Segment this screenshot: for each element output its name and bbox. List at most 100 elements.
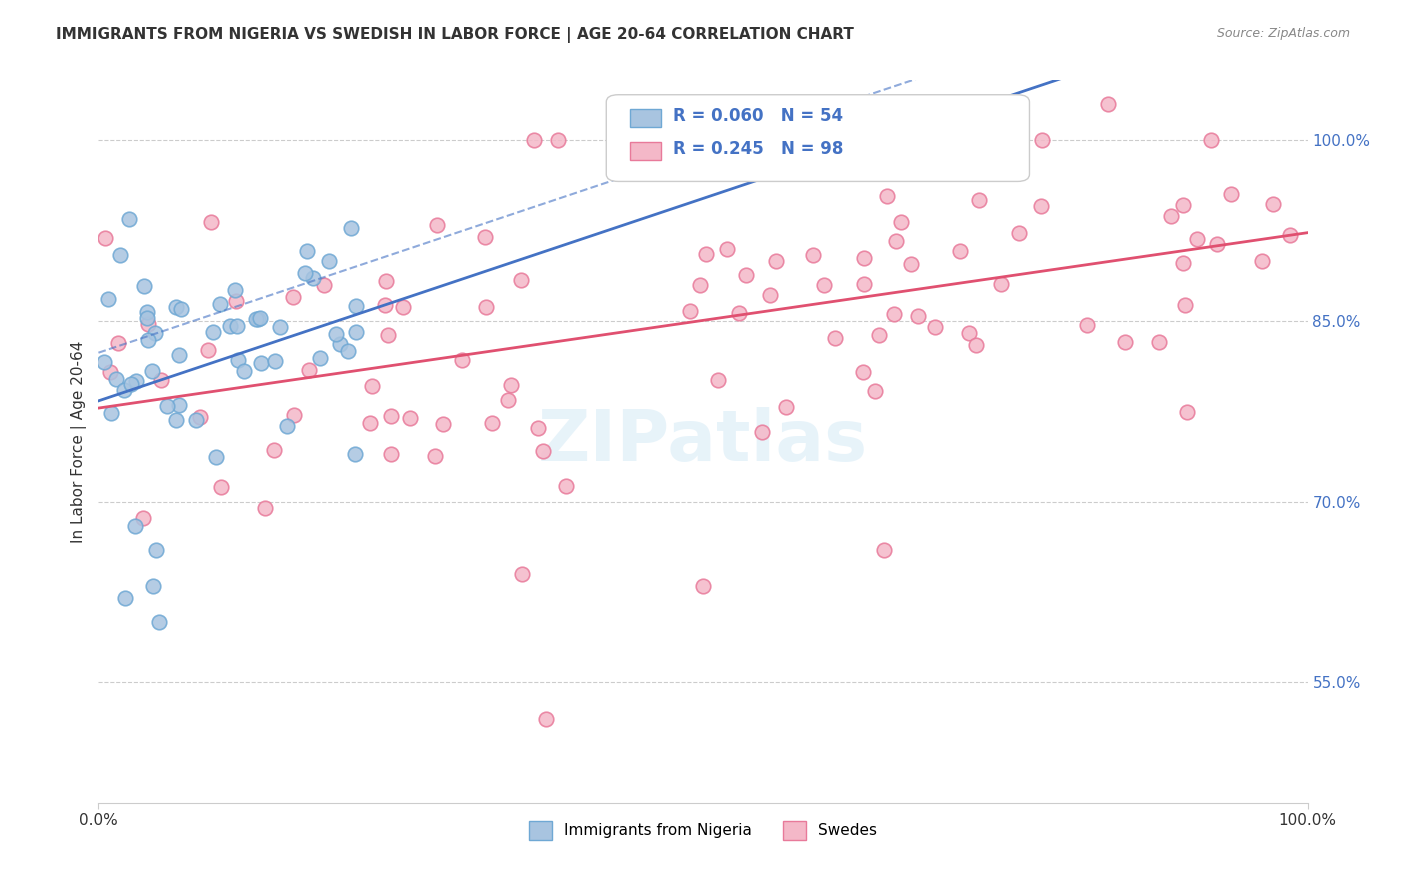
Swedes bbox=[499, 377, 522, 392]
Immigrants from Nigeria bbox=[329, 336, 352, 351]
Immigrants from Nigeria bbox=[344, 446, 367, 460]
Swedes bbox=[498, 392, 520, 407]
Immigrants from Nigeria bbox=[294, 266, 316, 280]
Swedes bbox=[1114, 335, 1136, 350]
Immigrants from Nigeria bbox=[124, 519, 146, 533]
Swedes bbox=[312, 278, 335, 293]
Immigrants from Nigeria bbox=[135, 305, 157, 319]
Swedes bbox=[695, 246, 717, 260]
Swedes bbox=[136, 317, 159, 331]
Swedes bbox=[824, 330, 846, 344]
Immigrants from Nigeria bbox=[308, 351, 330, 365]
Swedes bbox=[527, 421, 550, 435]
Swedes bbox=[1031, 199, 1053, 213]
Immigrants from Nigeria bbox=[169, 348, 191, 362]
Swedes bbox=[283, 409, 305, 423]
Swedes bbox=[475, 300, 498, 314]
Immigrants from Nigeria bbox=[120, 377, 142, 392]
Swedes bbox=[689, 277, 711, 292]
Swedes bbox=[1097, 97, 1119, 112]
Swedes bbox=[1174, 298, 1197, 312]
Swedes bbox=[281, 291, 304, 305]
Immigrants from Nigeria bbox=[136, 333, 159, 347]
Swedes bbox=[98, 365, 121, 379]
Swedes bbox=[775, 401, 797, 415]
Swedes bbox=[948, 244, 970, 258]
Swedes bbox=[967, 193, 990, 207]
Swedes bbox=[1199, 133, 1222, 147]
Swedes bbox=[425, 449, 447, 463]
Swedes bbox=[132, 510, 155, 524]
Immigrants from Nigeria bbox=[104, 371, 127, 385]
Swedes bbox=[377, 327, 399, 342]
Immigrants from Nigeria bbox=[219, 319, 242, 334]
Immigrants from Nigeria bbox=[100, 406, 122, 420]
Immigrants from Nigeria bbox=[136, 310, 159, 325]
Swedes bbox=[1175, 405, 1198, 419]
Swedes bbox=[509, 273, 531, 287]
Immigrants from Nigeria bbox=[132, 278, 155, 293]
Swedes bbox=[679, 304, 702, 318]
Swedes bbox=[852, 365, 875, 379]
Immigrants from Nigeria bbox=[169, 398, 191, 412]
Immigrants from Nigeria bbox=[344, 299, 367, 313]
Immigrants from Nigeria bbox=[170, 302, 193, 317]
Swedes bbox=[149, 373, 172, 387]
Swedes bbox=[432, 417, 454, 431]
Swedes bbox=[886, 234, 908, 248]
Swedes bbox=[399, 411, 422, 425]
Bar bbox=[630, 109, 661, 128]
Swedes bbox=[890, 215, 912, 229]
Swedes bbox=[1220, 186, 1243, 201]
Swedes bbox=[263, 443, 285, 458]
Swedes bbox=[1173, 197, 1195, 211]
Swedes bbox=[1160, 210, 1182, 224]
Immigrants from Nigeria bbox=[142, 579, 165, 593]
Immigrants from Nigeria bbox=[114, 591, 136, 606]
Swedes bbox=[510, 567, 533, 582]
Swedes bbox=[900, 257, 922, 271]
Swedes bbox=[801, 248, 824, 262]
Swedes bbox=[359, 416, 381, 430]
Swedes bbox=[209, 480, 232, 494]
Immigrants from Nigeria bbox=[346, 325, 368, 339]
Swedes bbox=[555, 479, 578, 493]
Swedes bbox=[1008, 226, 1031, 240]
Swedes bbox=[852, 277, 875, 291]
Immigrants from Nigeria bbox=[276, 418, 298, 433]
Text: ZIPatlas: ZIPatlas bbox=[538, 407, 868, 476]
Swedes bbox=[821, 158, 844, 172]
Immigrants from Nigeria bbox=[225, 318, 247, 333]
Swedes bbox=[298, 362, 321, 376]
Swedes bbox=[863, 384, 886, 398]
Swedes bbox=[426, 218, 449, 232]
Swedes bbox=[1185, 232, 1208, 246]
Swedes bbox=[225, 293, 247, 308]
Immigrants from Nigeria bbox=[108, 248, 131, 262]
Bar bbox=[630, 142, 661, 160]
Immigrants from Nigeria bbox=[156, 400, 179, 414]
Swedes bbox=[924, 319, 946, 334]
Swedes bbox=[716, 242, 738, 256]
Immigrants from Nigeria bbox=[143, 326, 166, 340]
Immigrants from Nigeria bbox=[249, 310, 271, 325]
Swedes bbox=[1173, 256, 1195, 270]
Swedes bbox=[957, 326, 980, 341]
Text: R = 0.245   N = 98: R = 0.245 N = 98 bbox=[672, 140, 844, 158]
Swedes bbox=[1149, 334, 1171, 349]
Swedes bbox=[727, 305, 749, 319]
Swedes bbox=[253, 501, 276, 516]
Immigrants from Nigeria bbox=[165, 301, 187, 315]
Immigrants from Nigeria bbox=[97, 292, 120, 306]
Swedes bbox=[735, 268, 758, 282]
Swedes bbox=[374, 274, 396, 288]
Immigrants from Nigeria bbox=[302, 271, 325, 285]
Swedes bbox=[1279, 227, 1302, 242]
FancyBboxPatch shape bbox=[606, 95, 1029, 181]
Immigrants from Nigeria bbox=[232, 363, 254, 377]
Swedes bbox=[523, 133, 546, 147]
Immigrants from Nigeria bbox=[141, 364, 163, 378]
Immigrants from Nigeria bbox=[124, 374, 146, 388]
Text: IMMIGRANTS FROM NIGERIA VS SWEDISH IN LABOR FORCE | AGE 20-64 CORRELATION CHART: IMMIGRANTS FROM NIGERIA VS SWEDISH IN LA… bbox=[56, 27, 853, 43]
Swedes bbox=[380, 447, 402, 461]
